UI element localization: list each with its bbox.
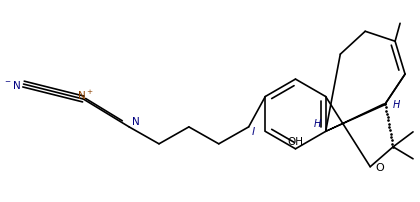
Text: $^-$N: $^-$N — [3, 79, 21, 91]
Text: I: I — [252, 127, 255, 137]
Text: OH: OH — [287, 136, 304, 146]
Text: H: H — [313, 119, 321, 129]
Polygon shape — [326, 104, 387, 132]
Text: O: O — [375, 162, 384, 172]
Text: N: N — [132, 116, 140, 126]
Text: H: H — [393, 100, 401, 109]
Text: N$^+$: N$^+$ — [77, 89, 94, 102]
